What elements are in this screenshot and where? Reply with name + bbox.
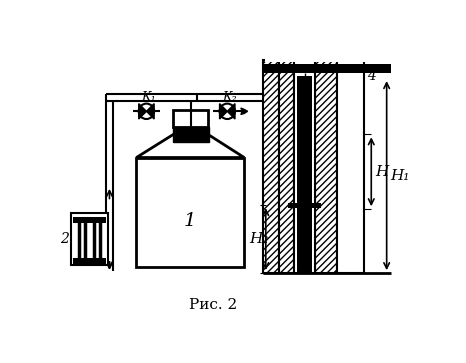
Bar — [263, 64, 391, 73]
Bar — [263, 61, 279, 273]
Text: 2: 2 — [61, 232, 69, 246]
Bar — [297, 76, 312, 273]
Bar — [279, 61, 294, 273]
Polygon shape — [219, 103, 227, 119]
Text: К₂: К₂ — [222, 91, 237, 104]
Bar — [172, 127, 209, 142]
Bar — [336, 61, 363, 273]
Circle shape — [219, 103, 235, 119]
Bar — [265, 57, 384, 62]
Text: Рис. 2: Рис. 2 — [189, 298, 238, 312]
Bar — [315, 61, 336, 273]
Polygon shape — [139, 103, 146, 119]
Bar — [73, 217, 106, 223]
Bar — [137, 158, 244, 267]
Bar — [71, 213, 108, 265]
Text: К₁: К₁ — [141, 91, 156, 104]
Bar — [294, 61, 315, 273]
Bar — [73, 258, 106, 264]
Polygon shape — [227, 103, 235, 119]
Bar — [173, 110, 208, 127]
Circle shape — [139, 103, 154, 119]
Polygon shape — [146, 103, 154, 119]
Polygon shape — [137, 134, 244, 158]
Text: 1: 1 — [184, 212, 197, 230]
Text: H: H — [375, 165, 388, 179]
Text: H₁: H₁ — [391, 169, 410, 183]
Text: H₂: H₂ — [249, 232, 268, 246]
Bar — [288, 203, 321, 208]
Text: 4: 4 — [367, 69, 376, 83]
